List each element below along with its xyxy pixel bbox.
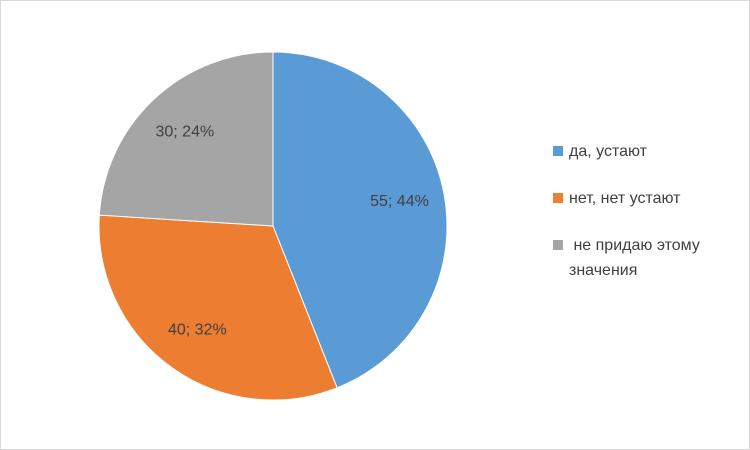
- data-label: 30; 24%: [155, 123, 214, 140]
- legend-item: нет, нет устают: [553, 186, 738, 211]
- pie-slice: [98, 214, 338, 401]
- legend-item: да, устают: [553, 139, 738, 164]
- legend-item: не придаю этому значения: [553, 233, 738, 283]
- legend-label: не придаю этому значения: [569, 237, 705, 279]
- legend-swatch: [553, 240, 563, 250]
- pie-slice: [272, 51, 448, 389]
- data-label: 40; 32%: [168, 321, 227, 338]
- legend: да, устают нет, нет устают не придаю этом…: [553, 139, 738, 305]
- legend-swatch: [553, 146, 563, 156]
- legend-label: да, устают: [569, 143, 647, 160]
- legend-swatch: [553, 193, 563, 203]
- legend-label: нет, нет устают: [569, 190, 681, 207]
- data-label: 55; 44%: [370, 193, 429, 210]
- pie-slice: [98, 51, 274, 227]
